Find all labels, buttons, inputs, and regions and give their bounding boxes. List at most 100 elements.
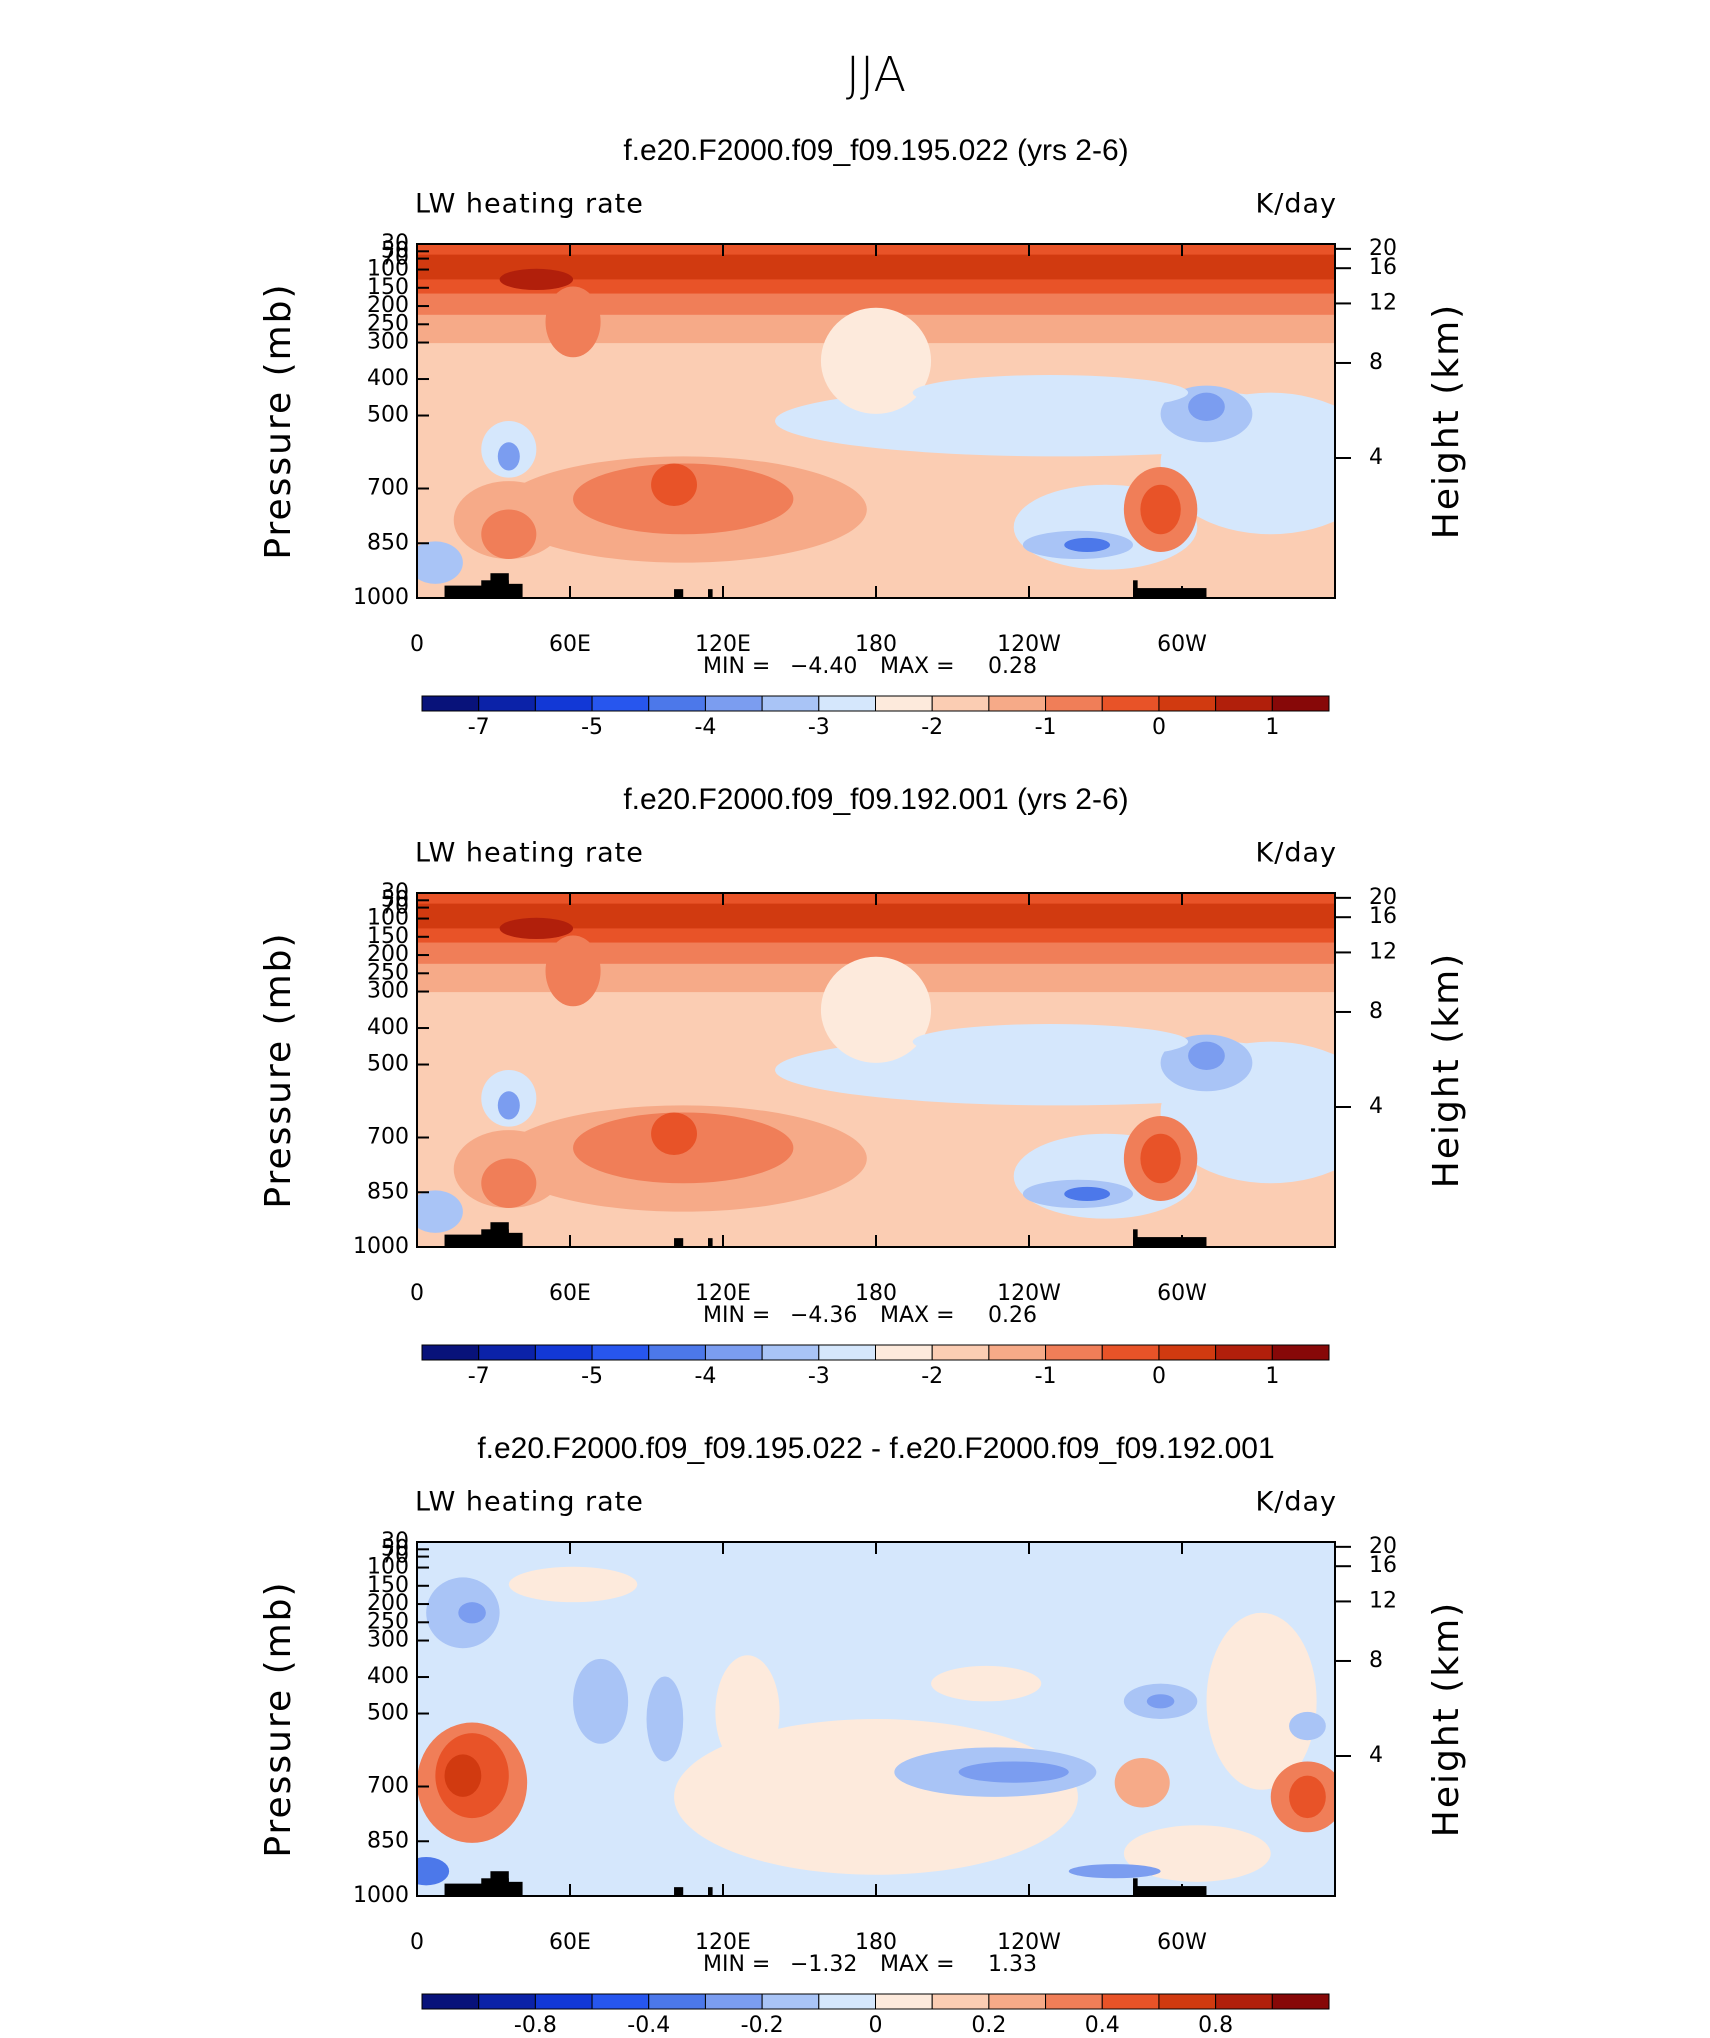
colorbar-box (818, 1344, 876, 1361)
y-tick-label: 70 (381, 895, 409, 920)
colorbar-box (1271, 1993, 1330, 2010)
contour-fill (417, 541, 463, 584)
colorbar-box (648, 1344, 706, 1361)
colorbar-box (478, 1993, 536, 2010)
max-text: MAX = (880, 654, 955, 679)
y2-tick-label: 8 (1369, 1648, 1383, 1673)
colorbar-box (704, 695, 763, 712)
contour-fill (820, 307, 932, 414)
colorbar-box (1215, 1993, 1273, 2010)
topography (708, 1238, 713, 1247)
contour-fill (573, 1658, 629, 1744)
y-axis-label: Pressure (mb) (258, 931, 299, 1208)
contour-fill (499, 917, 574, 940)
y-tick-label: 700 (367, 1774, 409, 1799)
max-text: MAX = (880, 1303, 955, 1328)
y-tick-label: 150 (367, 924, 409, 949)
y2-tick-label: 16 (1369, 255, 1397, 280)
colorbar-box (1101, 1344, 1160, 1361)
colorbar-label: -1 (1035, 1364, 1057, 1389)
y2-tick-label: 4 (1369, 1094, 1383, 1119)
x-tick-label: 120W (997, 632, 1061, 657)
max-text: MAX = (880, 1952, 955, 1977)
x-tick-label: 180 (855, 1930, 897, 1955)
colorbar-box (988, 1344, 1047, 1361)
x-tick-label: 60E (549, 632, 591, 657)
contour-fill (1206, 1612, 1317, 1790)
x-tick-label: 60W (1157, 1281, 1207, 1306)
contour-fill (1188, 392, 1225, 421)
min-text: MIN = (703, 1952, 770, 1977)
colorbar-label: 1 (1265, 715, 1279, 740)
topography (1133, 580, 1138, 598)
colorbar-box (591, 1993, 650, 2010)
colorbar-box (421, 1344, 480, 1361)
x-tick-label: 120E (695, 1281, 751, 1306)
colorbar-box (478, 695, 536, 712)
colorbar-box (478, 1344, 536, 1361)
colorbar-box (591, 1344, 650, 1361)
contour-fill (1289, 1775, 1326, 1819)
colorbar-box (1158, 1344, 1217, 1361)
y2-tick-label: 20 (1369, 885, 1397, 910)
colorbar-box (704, 1344, 763, 1361)
colorbar-box (534, 1993, 593, 2010)
contour-fill (651, 463, 697, 506)
topography (499, 583, 523, 598)
contour-fill (1289, 1711, 1326, 1741)
units-label: K/day (1256, 189, 1337, 220)
topography (499, 1881, 523, 1896)
colorbar-box (534, 1344, 593, 1361)
contour-fill (931, 1665, 1042, 1702)
topography (674, 1887, 684, 1896)
x-tick-label: 0 (410, 1281, 424, 1306)
contour-fill (715, 1655, 780, 1769)
contour-field (417, 244, 1335, 598)
x-tick-label: 120E (695, 1930, 751, 1955)
panel-title: f.e20.F2000.f09_f09.195.022 - f.e20.F200… (477, 1432, 1274, 1465)
contour-fill (1188, 1041, 1225, 1070)
colorbar-box (761, 1993, 820, 2010)
y-tick-label: 250 (367, 1609, 409, 1634)
min-value: −4.36 (790, 1303, 857, 1328)
y-tick-label: 250 (367, 311, 409, 336)
topography (1133, 1878, 1138, 1896)
y-tick-label: 850 (367, 530, 409, 555)
colorbar-label: -1 (1035, 715, 1057, 740)
colorbar-box (818, 695, 876, 712)
y2-tick-label: 8 (1369, 999, 1383, 1024)
y2-axis-label: Height (km) (1426, 1601, 1467, 1837)
contour-fill (1114, 1757, 1170, 1808)
contour-fill (646, 1676, 684, 1762)
colorbar-box (988, 1993, 1047, 2010)
contour-fill (1140, 1133, 1181, 1184)
y-tick-label: 1000 (353, 1883, 409, 1908)
y2-axis-label: Height (km) (1426, 952, 1467, 1188)
colorbar-box (988, 695, 1047, 712)
min-text: MIN = (703, 654, 770, 679)
contour-fill (417, 1190, 463, 1233)
y-tick-label: 1000 (353, 585, 409, 610)
y-tick-label: 100 (367, 257, 409, 282)
x-tick-label: 60W (1157, 632, 1207, 657)
x-tick-label: 60W (1157, 1930, 1207, 1955)
colorbar-box (875, 695, 933, 712)
contour-fill (1123, 1825, 1271, 1882)
x-tick-label: 180 (855, 632, 897, 657)
field-label: LW heating rate (415, 189, 644, 220)
colorbar-box (1215, 695, 1273, 712)
colorbar-label: -4 (694, 1364, 716, 1389)
contour-fill (651, 1112, 697, 1155)
y2-tick-label: 20 (1369, 1534, 1397, 1559)
colorbar-label: -5 (581, 715, 603, 740)
y2-tick-label: 20 (1369, 236, 1397, 261)
x-tick-label: 0 (410, 1930, 424, 1955)
y-tick-label: 300 (367, 1628, 409, 1653)
colorbar-label: -3 (808, 715, 830, 740)
y2-tick-label: 8 (1369, 350, 1383, 375)
contour-fill (444, 1754, 482, 1797)
colorbar-box (648, 695, 706, 712)
contour-fill (458, 1602, 486, 1624)
contour-fill (912, 374, 1189, 411)
y-tick-label: 70 (381, 1544, 409, 1569)
